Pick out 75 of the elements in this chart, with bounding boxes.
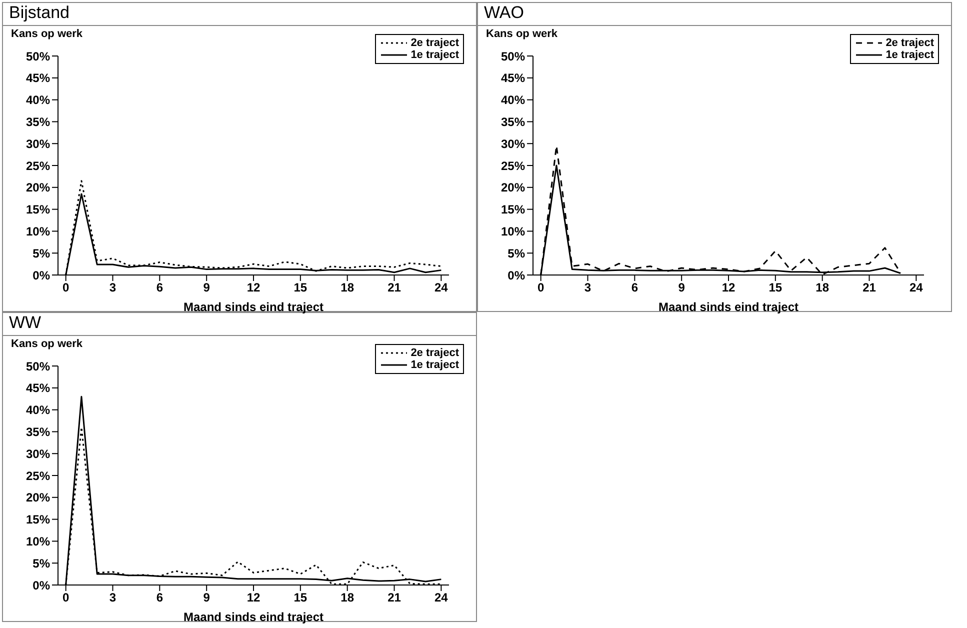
legend-label: 2e traject (410, 347, 459, 359)
chart-title: WW (3, 313, 476, 336)
x-tick-label: 3 (109, 280, 116, 295)
x-tick-label: 6 (156, 590, 164, 605)
x-tick-label: 18 (816, 280, 830, 295)
x-tick-label: 6 (156, 280, 164, 295)
y-tick-label: 20% (26, 180, 50, 195)
x-tick-label: 12 (246, 280, 260, 295)
y-tick-label: 45% (26, 71, 50, 86)
y-tick-label: 30% (26, 136, 50, 151)
x-tick-label: 9 (678, 280, 686, 295)
y-tick-label: 0% (32, 268, 50, 282)
y-tick-label: 20% (500, 180, 526, 195)
x-tick-label: 15 (294, 280, 308, 295)
x-tick-label: 3 (109, 590, 116, 605)
y-tick-label: 15% (26, 512, 50, 527)
x-tick-label: 18 (340, 590, 354, 605)
y-tick-label: 35% (26, 114, 50, 129)
x-tick-label: 21 (388, 590, 402, 605)
y-tick-label: 0% (32, 578, 50, 592)
x-tick-label: 12 (722, 280, 736, 295)
y-tick-label: 30% (500, 136, 526, 151)
y-axis-title: Kans op werk (11, 338, 84, 350)
y-axis-title: Kans op werk (486, 28, 559, 40)
y-tick-label: 25% (26, 158, 50, 173)
x-tick-label: 24 (434, 590, 448, 605)
y-tick-label: 45% (26, 381, 50, 396)
x-tick-label: 0 (62, 280, 70, 295)
x-tick-label: 3 (584, 280, 592, 295)
x-axis-title: Maand sinds eind traject (183, 610, 324, 624)
y-tick-label: 35% (26, 424, 50, 439)
y-tick-label: 15% (500, 202, 526, 217)
x-tick-label: 12 (246, 590, 260, 605)
y-tick-label: 10% (500, 224, 526, 238)
y-tick-label: 25% (500, 158, 526, 173)
y-tick-label: 50% (500, 49, 526, 64)
y-tick-label: 5% (508, 246, 526, 260)
y-tick-label: 50% (26, 359, 50, 374)
x-tick-label: 15 (294, 590, 308, 605)
x-tick-label: 0 (537, 280, 544, 295)
chart-title: Bijstand (3, 3, 476, 26)
legend-label: 1e traject (410, 359, 459, 371)
y-tick-label: 35% (500, 114, 526, 129)
y-tick-label: 40% (26, 93, 50, 108)
x-tick-label: 9 (203, 590, 210, 605)
x-tick-label: 21 (862, 280, 876, 295)
y-tick-label: 25% (26, 468, 50, 483)
y-tick-label: 20% (26, 490, 50, 505)
y-tick-label: 5% (32, 556, 50, 570)
y-tick-label: 50% (26, 49, 50, 64)
chart-title: WAO (478, 3, 951, 26)
legend-label: 2e traject (886, 37, 934, 49)
y-tick-label: 5% (32, 246, 50, 260)
x-axis-title: Maand sinds eind traject (183, 300, 324, 314)
x-axis-title: Maand sinds eind traject (658, 300, 799, 314)
y-tick-label: 10% (26, 224, 50, 238)
y-tick-label: 40% (500, 93, 526, 108)
x-tick-label: 9 (203, 280, 210, 295)
y-tick-label: 10% (26, 534, 50, 548)
legend-label: 1e traject (410, 49, 459, 61)
x-tick-label: 0 (62, 590, 70, 605)
legend-label: 2e traject (410, 37, 459, 49)
y-tick-label: 15% (26, 202, 50, 217)
y-tick-label: 45% (500, 71, 526, 86)
x-tick-label: 21 (388, 280, 402, 295)
x-tick-label: 18 (340, 280, 354, 295)
x-tick-label: 15 (768, 280, 782, 295)
y-tick-label: 40% (26, 403, 50, 418)
y-tick-label: 0% (508, 268, 526, 282)
x-tick-label: 24 (434, 280, 448, 295)
legend-label: 1e traject (886, 49, 934, 61)
y-tick-label: 30% (26, 446, 50, 461)
x-tick-label: 6 (631, 280, 638, 295)
x-tick-label: 24 (910, 280, 924, 295)
y-axis-title: Kans op werk (11, 28, 84, 40)
